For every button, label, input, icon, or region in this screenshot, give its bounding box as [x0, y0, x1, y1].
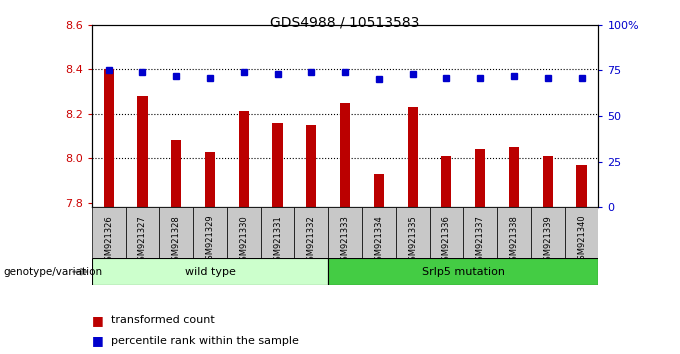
Bar	[407, 107, 418, 354]
Text: Srlp5 mutation: Srlp5 mutation	[422, 267, 505, 277]
Bar	[92, 25, 126, 207]
Text: GSM921330: GSM921330	[239, 215, 248, 266]
Text: GSM921331: GSM921331	[273, 215, 282, 266]
Bar	[92, 207, 126, 258]
Bar	[137, 96, 148, 354]
Text: ■: ■	[92, 314, 103, 327]
Bar	[227, 25, 260, 207]
Bar	[239, 112, 249, 354]
Bar	[374, 174, 384, 354]
Bar	[475, 149, 486, 354]
Bar	[441, 156, 452, 354]
Bar	[328, 258, 598, 285]
Text: GSM921338: GSM921338	[509, 215, 518, 266]
Bar	[306, 125, 316, 354]
Bar	[497, 207, 531, 258]
Bar	[564, 207, 598, 258]
Bar	[463, 25, 497, 207]
Bar	[328, 25, 362, 207]
Text: GSM921334: GSM921334	[375, 215, 384, 266]
Bar	[543, 156, 553, 354]
Text: GSM921333: GSM921333	[341, 215, 350, 266]
Bar	[531, 25, 564, 207]
Text: GSM921339: GSM921339	[543, 215, 552, 266]
Bar	[577, 165, 587, 354]
Text: GSM921326: GSM921326	[104, 215, 113, 266]
Text: ■: ■	[92, 334, 103, 347]
Bar	[159, 207, 193, 258]
Bar	[430, 25, 463, 207]
Bar	[126, 207, 159, 258]
Bar	[463, 207, 497, 258]
Text: percentile rank within the sample: percentile rank within the sample	[111, 336, 299, 346]
Text: GSM921335: GSM921335	[408, 215, 417, 266]
Bar	[564, 25, 598, 207]
Text: wild type: wild type	[184, 267, 235, 277]
Text: transformed count: transformed count	[111, 315, 215, 325]
Bar	[103, 69, 114, 354]
Bar	[205, 152, 215, 354]
Text: GSM921329: GSM921329	[205, 215, 214, 266]
Bar	[92, 258, 328, 285]
Bar	[159, 25, 193, 207]
Bar	[193, 207, 227, 258]
Bar	[497, 25, 531, 207]
Text: GSM921328: GSM921328	[172, 215, 181, 266]
Text: GSM921340: GSM921340	[577, 215, 586, 266]
Bar	[294, 207, 328, 258]
Bar	[328, 207, 362, 258]
Bar	[260, 207, 294, 258]
Bar	[362, 207, 396, 258]
Text: GSM921332: GSM921332	[307, 215, 316, 266]
Bar	[193, 25, 227, 207]
Bar	[171, 141, 182, 354]
Bar	[294, 25, 328, 207]
Text: GDS4988 / 10513583: GDS4988 / 10513583	[271, 16, 420, 30]
Bar	[509, 147, 519, 354]
Text: GSM921337: GSM921337	[476, 215, 485, 266]
Bar	[260, 25, 294, 207]
Bar	[340, 103, 350, 354]
Text: GSM921327: GSM921327	[138, 215, 147, 266]
Text: genotype/variation: genotype/variation	[3, 267, 103, 277]
Bar	[531, 207, 564, 258]
Bar	[273, 122, 283, 354]
Bar	[396, 207, 430, 258]
Bar	[362, 25, 396, 207]
Bar	[227, 207, 260, 258]
Text: GSM921336: GSM921336	[442, 215, 451, 266]
Bar	[430, 207, 463, 258]
Bar	[126, 25, 159, 207]
Bar	[396, 25, 430, 207]
